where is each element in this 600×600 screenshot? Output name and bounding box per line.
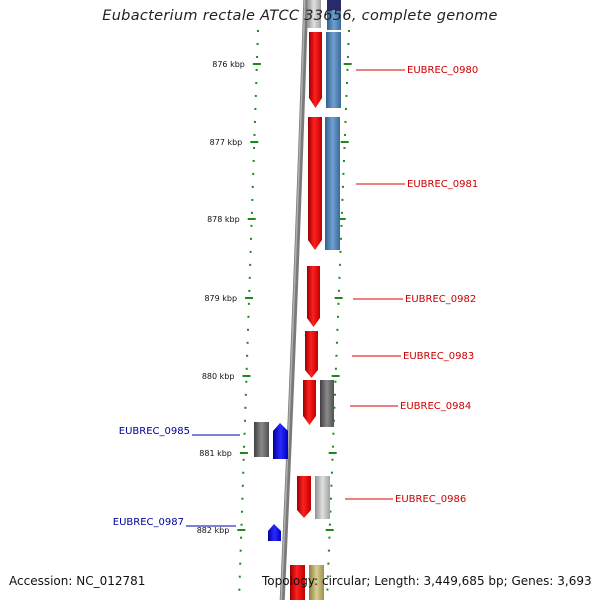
gene-arrow-eubrec-0987[interactable]: [268, 524, 281, 541]
bottom-olive-feature: [309, 565, 324, 600]
top-gray-feature: [307, 0, 321, 28]
tick-label: 879 kbp: [204, 294, 237, 303]
tick-label: 877 kbp: [210, 138, 243, 147]
rna-feature-0980: [326, 32, 341, 108]
accession-text: Accession: NC_012781: [9, 574, 146, 588]
gene-label-eubrec-0982[interactable]: EUBREC_0982: [405, 294, 476, 305]
tick-label: 881 kbp: [199, 449, 232, 458]
gene-label-eubrec-0981[interactable]: EUBREC_0981: [407, 179, 478, 190]
genome-summary-text: Topology: circular; Length: 3,449,685 bp…: [262, 574, 592, 588]
genome-backbone-highlight: [280, 0, 306, 600]
gene-label-eubrec-0980[interactable]: EUBREC_0980: [407, 65, 478, 76]
gene-label-eubrec-0983[interactable]: EUBREC_0983: [403, 351, 474, 362]
rna-feature-0981: [325, 117, 340, 250]
bottom-red-feature: [290, 565, 305, 600]
gene-labels: EUBREC_0980 EUBREC_0981 EUBREC_0982 EUBREC_…: [113, 65, 478, 528]
outer-ring-guide: [326, 29, 350, 600]
inner-ring-guide: [238, 29, 259, 600]
gray-feature-0984: [320, 380, 334, 427]
scale-ticks: 876 kbp 877 kbp 878 kbp 879 kbp 880 kbp 881 k…: [197, 60, 352, 535]
gene-arrow-eubrec-0984[interactable]: [303, 380, 316, 425]
top-steel-rna-feature: [327, 10, 341, 30]
gene-label-eubrec-0986[interactable]: EUBREC_0986: [395, 494, 466, 505]
gene-label-eubrec-0984[interactable]: EUBREC_0984: [400, 401, 471, 412]
feature-track: [254, 0, 341, 600]
gene-arrow-eubrec-0983[interactable]: [305, 331, 318, 378]
gene-arrow-eubrec-0980[interactable]: [309, 32, 322, 108]
gray-feature-0985: [254, 422, 269, 457]
top-steel-feature: [327, 0, 341, 10]
tick-label: 878 kbp: [207, 215, 240, 224]
gene-label-eubrec-0987[interactable]: EUBREC_0987: [113, 517, 184, 528]
tick-label: 882 kbp: [197, 526, 230, 535]
gene-label-eubrec-0985[interactable]: EUBREC_0985: [119, 426, 190, 437]
gene-arrow-eubrec-0985[interactable]: [273, 423, 288, 459]
tick-label: 880 kbp: [202, 372, 235, 381]
gene-arrow-eubrec-0986[interactable]: [297, 476, 311, 518]
page-title: Eubacterium rectale ATCC 33656, complete…: [102, 8, 498, 24]
gene-arrow-eubrec-0981[interactable]: [308, 117, 322, 250]
gene-arrow-eubrec-0982[interactable]: [307, 266, 320, 327]
gray-feature-0986: [315, 476, 330, 519]
tick-label: 876 kbp: [212, 60, 245, 69]
genome-backbone: [279, 0, 309, 600]
